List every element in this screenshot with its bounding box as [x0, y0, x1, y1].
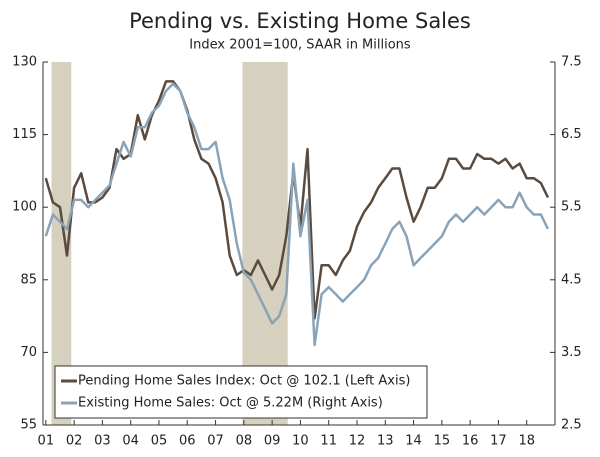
x-tick-label: 13 [377, 434, 394, 449]
x-tick-label: 08 [236, 434, 253, 449]
x-tick-label: 17 [490, 434, 507, 449]
x-tick-label: 15 [434, 434, 451, 449]
recession-shade [242, 62, 288, 425]
y-tick-label: 115 [12, 127, 37, 142]
y2-tick-label: 5.5 [561, 200, 582, 215]
x-tick-label: 03 [94, 434, 111, 449]
legend-label: Existing Home Sales: Oct @ 5.22M (Right … [78, 396, 383, 411]
x-tick-label: 06 [179, 434, 196, 449]
x-tick-label: 02 [66, 434, 83, 449]
series-line [44, 82, 550, 347]
x-tick-label: 04 [122, 434, 139, 449]
y2-tick-label: 6.5 [561, 127, 582, 142]
y2-tick-label: 3.5 [561, 345, 582, 360]
legend-box [54, 365, 428, 419]
x-tick-label: 07 [207, 434, 224, 449]
x-tick-label: 10 [292, 434, 309, 449]
chart-title: Pending vs. Existing Home Sales [129, 9, 471, 33]
chart-subtitle: Index 2001=100, SAAR in Millions [189, 38, 411, 53]
y-tick-label: 70 [20, 345, 37, 360]
x-tick-label: 18 [518, 434, 535, 449]
x-tick-label: 09 [264, 434, 281, 449]
y-tick-label: 55 [20, 418, 37, 433]
x-tick-label: 01 [38, 434, 55, 449]
y2-tick-label: 2.5 [561, 418, 582, 433]
x-tick-label: 14 [405, 434, 422, 449]
y-tick-label: 100 [12, 200, 37, 215]
x-tick-label: 11 [320, 434, 337, 449]
x-tick-label: 16 [462, 434, 479, 449]
y2-tick-label: 7.5 [561, 55, 582, 70]
y2-tick-label: 4.5 [561, 272, 582, 287]
x-tick-label: 05 [151, 434, 168, 449]
y-tick-label: 130 [12, 55, 37, 70]
y-tick-label: 85 [20, 272, 37, 287]
recession-shade [51, 62, 72, 425]
legend-label: Pending Home Sales Index: Oct @ 102.1 (L… [78, 374, 410, 389]
x-tick-label: 12 [349, 434, 366, 449]
